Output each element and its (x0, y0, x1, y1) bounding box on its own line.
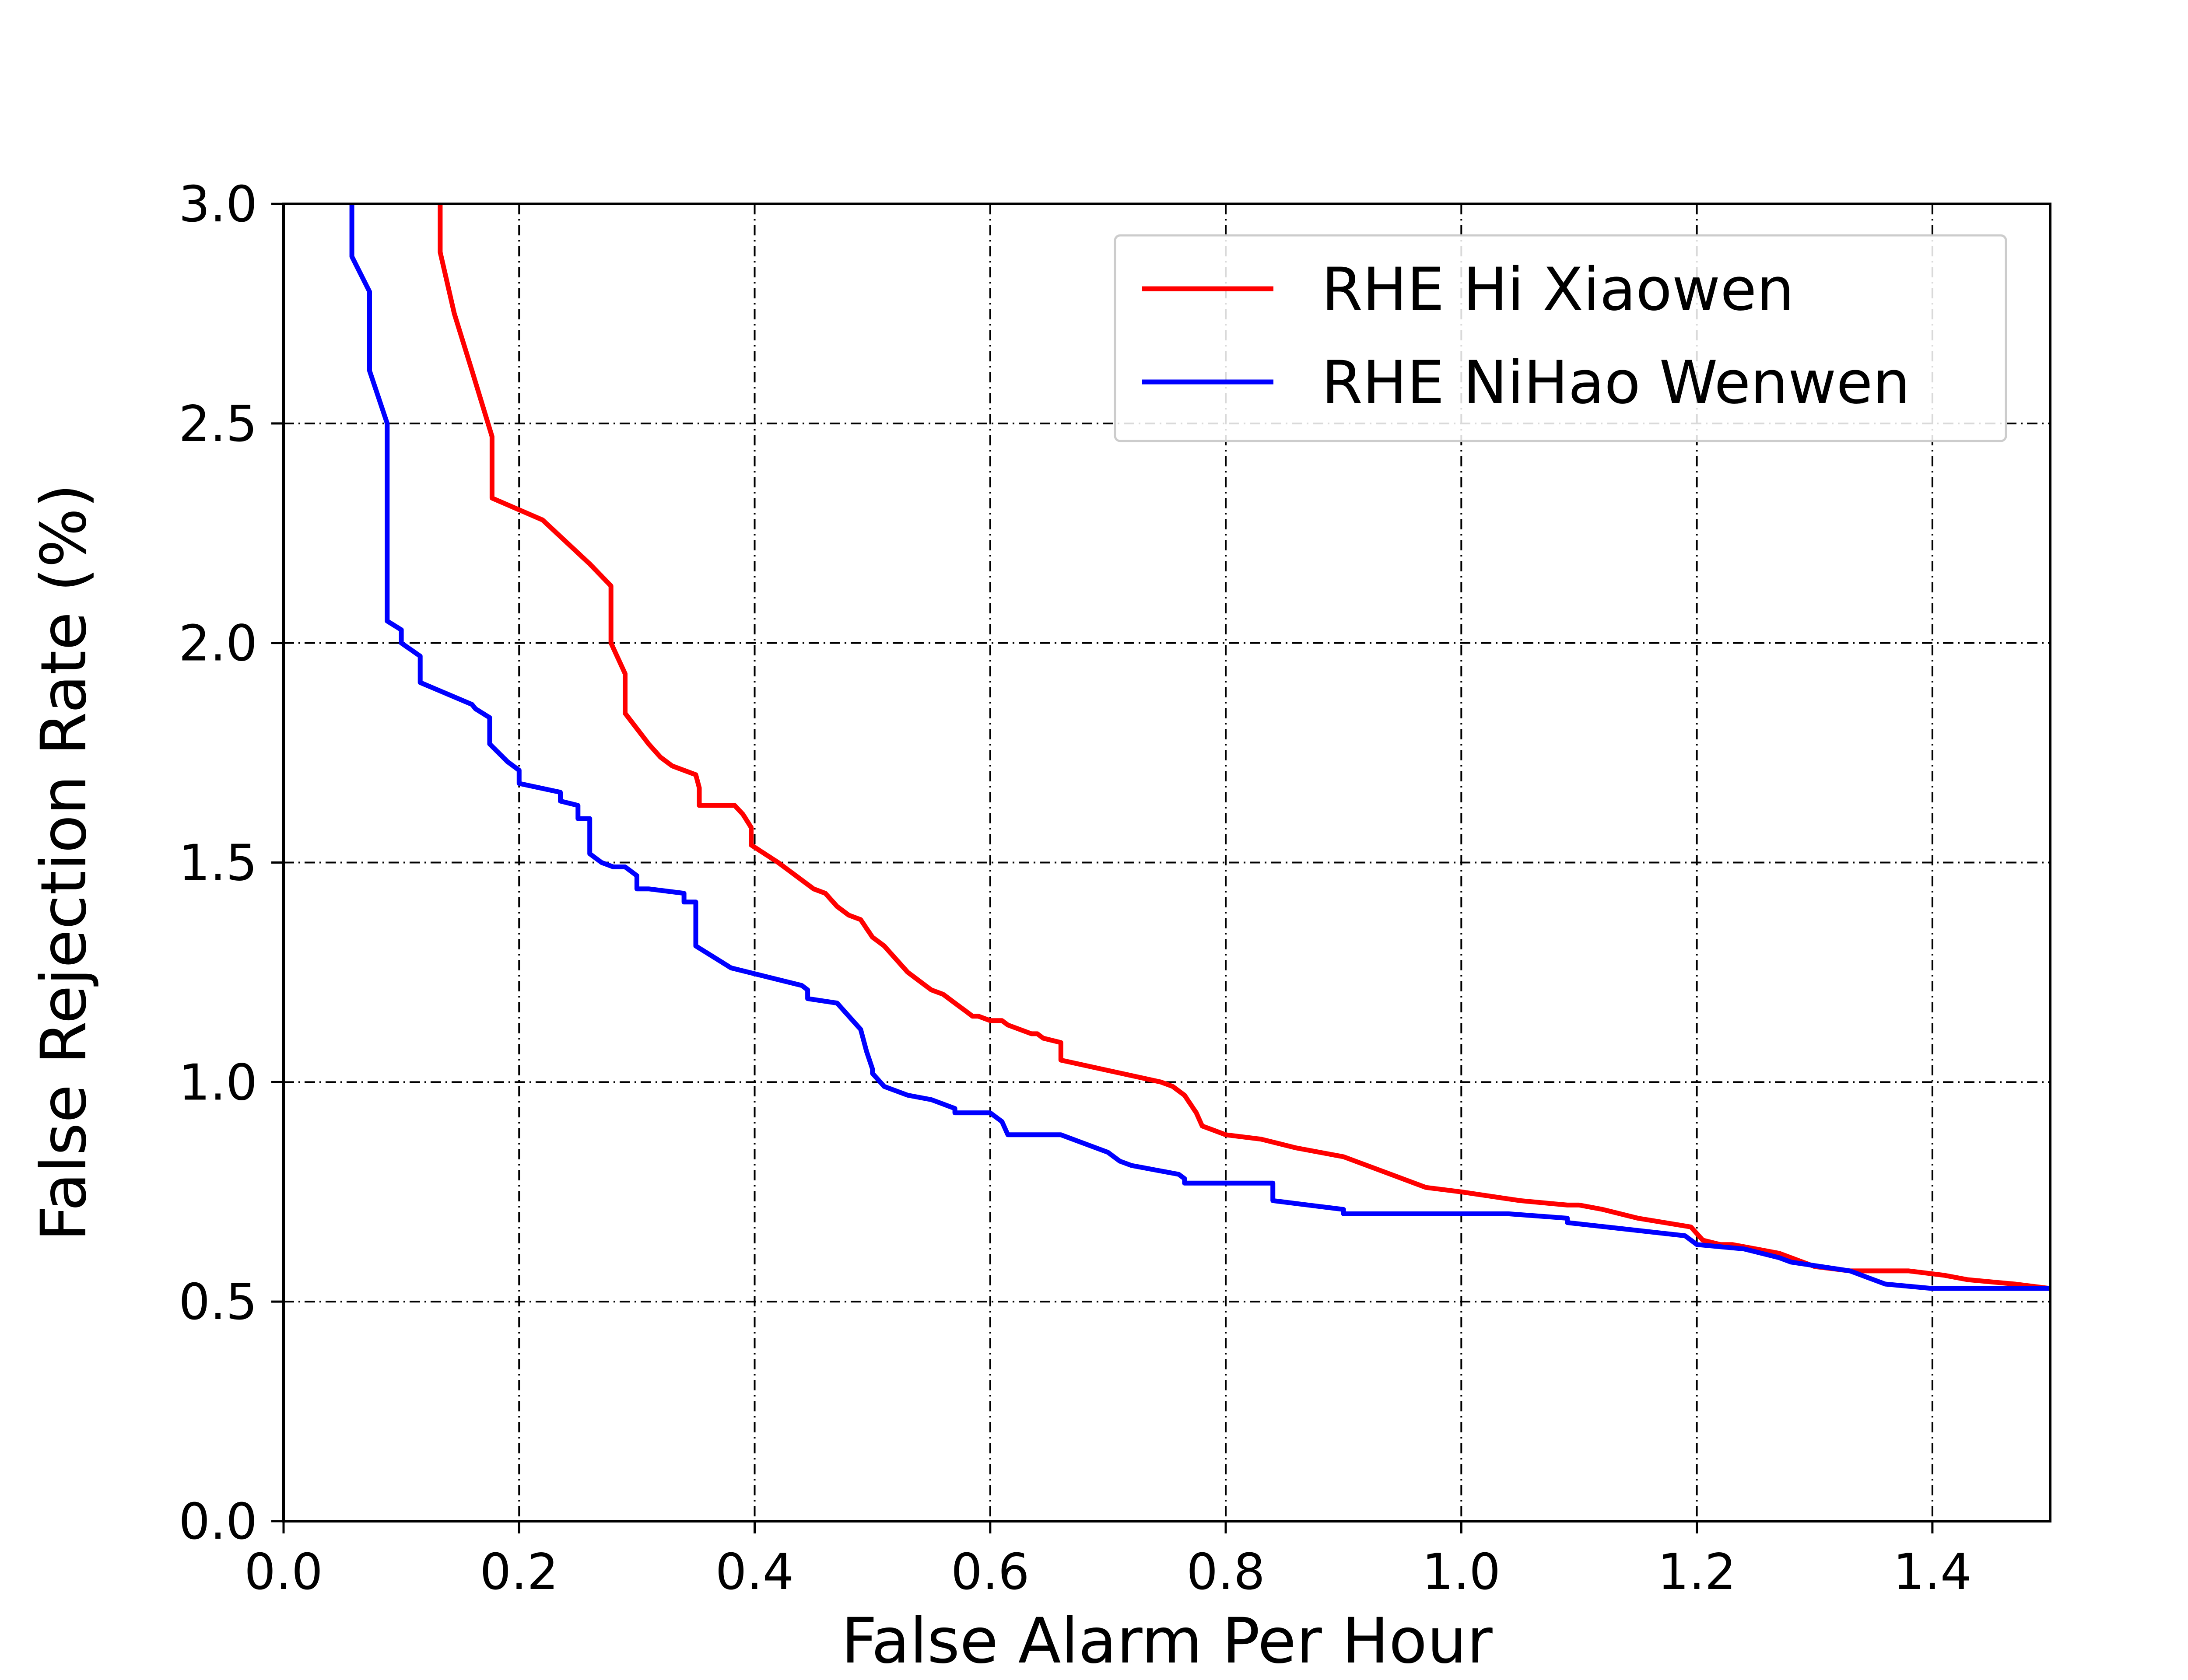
y-tick-label: 1.0 (179, 1054, 257, 1111)
x-tick-label: 1.0 (1422, 1543, 1501, 1601)
x-tick-label: 0.2 (480, 1543, 558, 1601)
x-tick-label: 1.2 (1658, 1543, 1736, 1601)
legend-label-hi-xiaowen: RHE Hi Xiaowen (1322, 255, 1794, 324)
legend-box (1114, 234, 2007, 442)
y-tick-label: 2.5 (179, 395, 257, 453)
series-group (349, 204, 2051, 1291)
y-axis-ticks: 0.0 0.5 1.0 1.5 2.0 2.5 3.0 (179, 175, 284, 1550)
y-tick-label: 2.0 (179, 615, 257, 672)
y-tick-label: 0.5 (179, 1273, 257, 1331)
legend-label-nihao-wenwen: RHE NiHao Wenwen (1322, 348, 1910, 417)
y-tick-label: 3.0 (179, 175, 257, 233)
x-tick-label: 0.0 (244, 1543, 323, 1601)
x-axis-label: False Alarm Per Hour (841, 1604, 1493, 1677)
series-line-rhe-nihao-wenwen (349, 204, 2050, 1291)
x-tick-label: 0.8 (1186, 1543, 1265, 1601)
grid-lines (284, 204, 2050, 1521)
y-tick-label: 1.5 (179, 834, 257, 892)
x-axis-ticks: 0.0 0.2 0.4 0.6 0.8 1.0 1.2 1.4 (244, 1521, 1972, 1601)
series-line-rhe-hi-xiaowen (438, 204, 2051, 1291)
y-axis-label: False Rejection Rate (%) (27, 484, 100, 1242)
x-tick-label: 1.4 (1893, 1543, 1972, 1601)
x-tick-label: 0.4 (715, 1543, 794, 1601)
y-tick-label: 0.0 (179, 1493, 257, 1550)
x-tick-label: 0.6 (951, 1543, 1030, 1601)
legend: RHE Hi Xiaowen RHE NiHao Wenwen (1114, 234, 2007, 442)
